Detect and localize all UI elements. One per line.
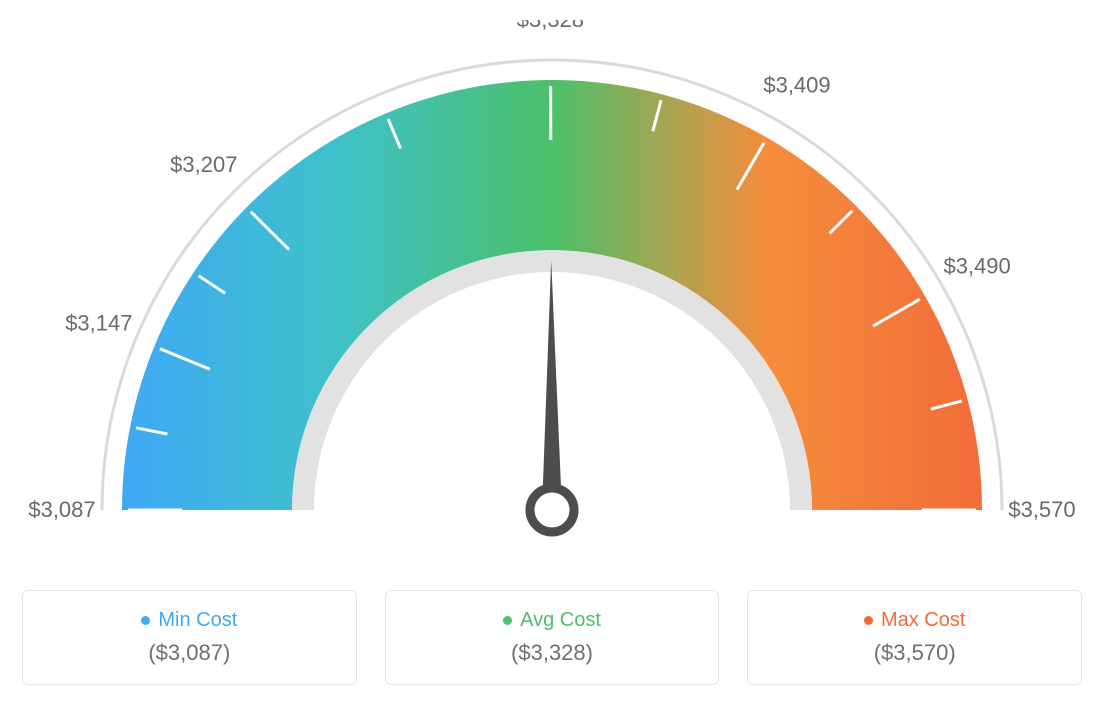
min-cost-label: Min Cost <box>158 609 237 631</box>
svg-text:$3,147: $3,147 <box>65 311 132 336</box>
avg-cost-card: Avg Cost ($3,328) <box>385 590 720 685</box>
max-cost-title: Max Cost <box>758 609 1071 632</box>
min-dot-icon <box>141 616 150 625</box>
avg-cost-title: Avg Cost <box>396 609 709 632</box>
max-cost-card: Max Cost ($3,570) <box>747 590 1082 685</box>
min-cost-card: Min Cost ($3,087) <box>22 590 357 685</box>
svg-text:$3,207: $3,207 <box>170 152 237 177</box>
svg-text:$3,328: $3,328 <box>517 20 584 32</box>
min-cost-title: Min Cost <box>33 609 346 632</box>
avg-cost-label: Avg Cost <box>520 609 601 631</box>
max-cost-label: Max Cost <box>881 609 965 631</box>
max-dot-icon <box>864 616 873 625</box>
avg-cost-value: ($3,328) <box>396 640 709 666</box>
svg-text:$3,570: $3,570 <box>1008 497 1075 522</box>
svg-text:$3,087: $3,087 <box>28 497 95 522</box>
cost-gauge-chart: $3,087 $3,147 $3,207 $3,328 $3,409 $3,490 $3,5… <box>22 20 1082 580</box>
svg-text:$3,409: $3,409 <box>763 73 830 98</box>
max-cost-value: ($3,570) <box>758 640 1071 666</box>
svg-text:$3,490: $3,490 <box>943 253 1010 278</box>
min-cost-value: ($3,087) <box>33 640 346 666</box>
summary-cards: Min Cost ($3,087) Avg Cost ($3,328) Max … <box>22 590 1082 685</box>
avg-dot-icon <box>503 616 512 625</box>
gauge-svg: $3,087 $3,147 $3,207 $3,328 $3,409 $3,490 $3,5… <box>22 20 1082 580</box>
